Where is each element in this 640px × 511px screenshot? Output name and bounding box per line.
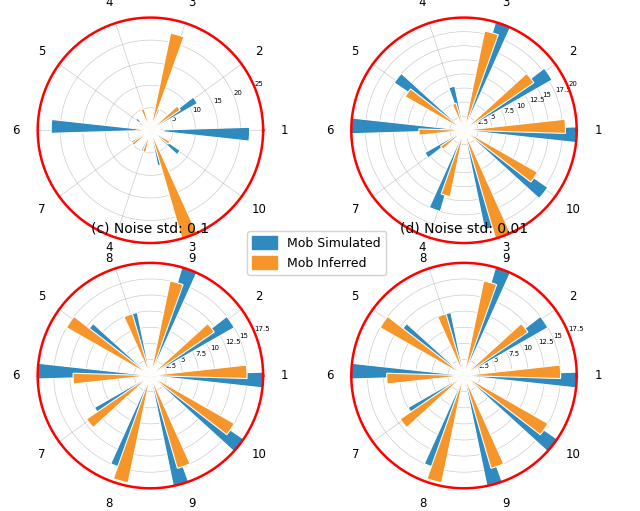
Bar: [464, 74, 534, 130]
Bar: [464, 130, 548, 198]
Bar: [150, 130, 163, 166]
Bar: [137, 130, 150, 132]
Bar: [150, 372, 263, 388]
Bar: [150, 376, 244, 451]
Bar: [387, 373, 464, 384]
Bar: [380, 316, 464, 376]
Bar: [51, 120, 150, 133]
Bar: [464, 323, 528, 376]
Bar: [394, 74, 464, 130]
Bar: [150, 281, 183, 376]
Bar: [351, 363, 464, 379]
Bar: [141, 130, 150, 152]
Bar: [124, 314, 150, 376]
Bar: [464, 376, 548, 435]
Bar: [73, 373, 150, 384]
Bar: [150, 109, 159, 130]
Bar: [442, 313, 464, 376]
Bar: [441, 130, 464, 149]
Bar: [150, 130, 180, 154]
Bar: [464, 376, 504, 469]
Bar: [427, 376, 464, 483]
Bar: [449, 86, 464, 130]
Bar: [464, 376, 502, 486]
Bar: [441, 130, 464, 197]
Bar: [131, 130, 150, 144]
Bar: [146, 117, 150, 130]
Bar: [111, 376, 150, 469]
Bar: [464, 130, 510, 239]
Bar: [150, 376, 234, 435]
Bar: [438, 314, 464, 376]
Bar: [464, 372, 577, 388]
Bar: [464, 68, 552, 130]
Bar: [150, 376, 189, 486]
Bar: [86, 376, 150, 428]
Bar: [150, 376, 190, 469]
Bar: [464, 281, 497, 376]
Bar: [150, 97, 197, 130]
Bar: [139, 122, 150, 130]
Bar: [464, 31, 499, 130]
Bar: [67, 316, 150, 376]
Bar: [464, 267, 510, 376]
Bar: [429, 130, 464, 212]
Bar: [452, 103, 464, 130]
Bar: [464, 365, 561, 379]
Bar: [95, 376, 150, 415]
Title: (d) Noise std: 0.01: (d) Noise std: 0.01: [400, 222, 528, 236]
Bar: [132, 130, 150, 146]
Bar: [424, 376, 464, 469]
Bar: [150, 130, 196, 239]
Bar: [150, 267, 196, 376]
Bar: [141, 109, 150, 130]
Bar: [150, 106, 180, 130]
Bar: [150, 127, 250, 141]
Legend: Mob Simulated, Mob Inferred: Mob Simulated, Mob Inferred: [248, 231, 386, 275]
Bar: [150, 316, 234, 376]
Bar: [143, 130, 150, 152]
Bar: [150, 130, 170, 144]
Bar: [150, 33, 184, 130]
Bar: [400, 376, 464, 428]
Bar: [86, 323, 150, 376]
Bar: [150, 323, 214, 376]
Bar: [464, 22, 510, 130]
Bar: [464, 130, 538, 182]
Bar: [113, 376, 150, 483]
Title: (c) Noise std: 0.1: (c) Noise std: 0.1: [92, 222, 209, 236]
Bar: [408, 376, 464, 415]
Bar: [38, 363, 150, 379]
Bar: [150, 365, 247, 379]
Bar: [464, 127, 577, 143]
Bar: [419, 129, 464, 135]
Bar: [150, 129, 164, 131]
Bar: [464, 376, 557, 451]
Bar: [136, 118, 150, 130]
Bar: [400, 323, 464, 376]
Bar: [464, 316, 548, 376]
Bar: [425, 130, 464, 158]
Bar: [129, 313, 150, 376]
Bar: [351, 118, 464, 134]
Bar: [405, 89, 464, 130]
Bar: [464, 119, 566, 133]
Bar: [464, 130, 499, 229]
